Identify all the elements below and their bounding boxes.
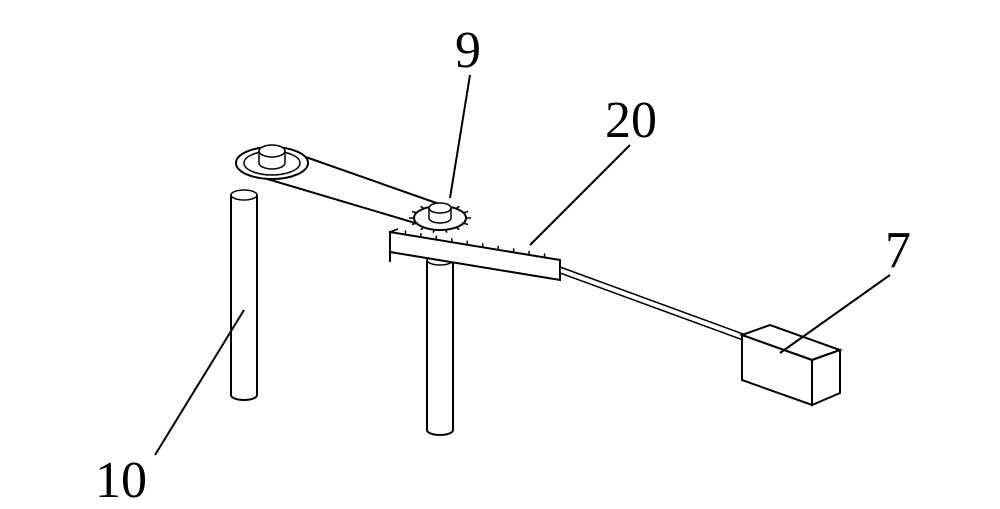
mechanism-diagram <box>0 0 1000 506</box>
label-10: 10 <box>95 455 147 507</box>
label-9: 9 <box>455 25 481 77</box>
label-20: 20 <box>605 95 657 147</box>
label-7: 7 <box>885 225 911 277</box>
